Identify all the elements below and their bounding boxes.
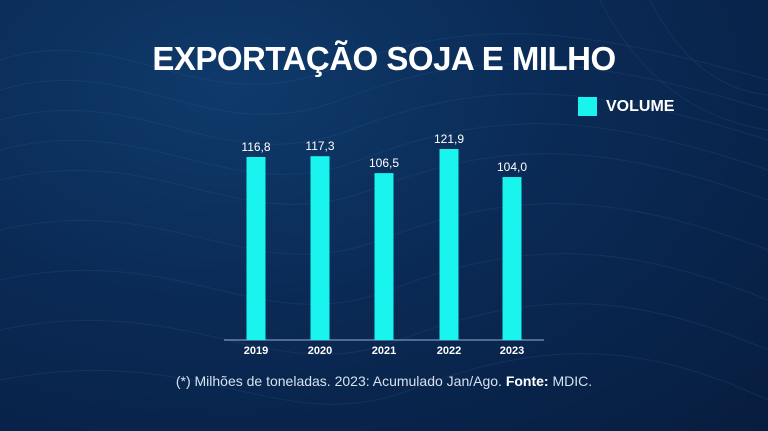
footnote: (*) Milhões de toneladas. 2023: Acumulad…	[0, 373, 768, 389]
x-tick-label-2022: 2022	[437, 345, 461, 357]
bar-2022	[439, 149, 459, 340]
data-label-2023: 104,0	[497, 160, 527, 174]
footnote-source-value: MDIC.	[552, 373, 593, 389]
x-tick-label-2019: 2019	[244, 345, 268, 357]
data-label-2021: 106,5	[369, 156, 399, 170]
bar-2021	[374, 173, 394, 340]
bar-2023	[502, 177, 522, 340]
bar-2019	[246, 156, 266, 340]
x-tick-label-2020: 2020	[308, 345, 332, 357]
data-label-2019: 116,8	[241, 140, 270, 154]
bar-2020	[310, 156, 330, 340]
data-label-2022: 121,9	[434, 132, 464, 146]
data-label-2020: 117,3	[305, 139, 334, 153]
chart-legend: VOLUME	[578, 97, 674, 116]
legend-swatch	[578, 97, 597, 116]
x-tick-label-2021: 2021	[372, 345, 396, 357]
footnote-source-label: Fonte:	[505, 373, 549, 389]
x-tick-label-2023: 2023	[500, 345, 524, 357]
legend-label: VOLUME	[606, 97, 675, 115]
chart-title: EXPORTAÇÃO SOJA E MILHO	[152, 40, 616, 77]
footnote-text: (*) Milhões de toneladas. 2023: Acumulad…	[175, 373, 502, 389]
